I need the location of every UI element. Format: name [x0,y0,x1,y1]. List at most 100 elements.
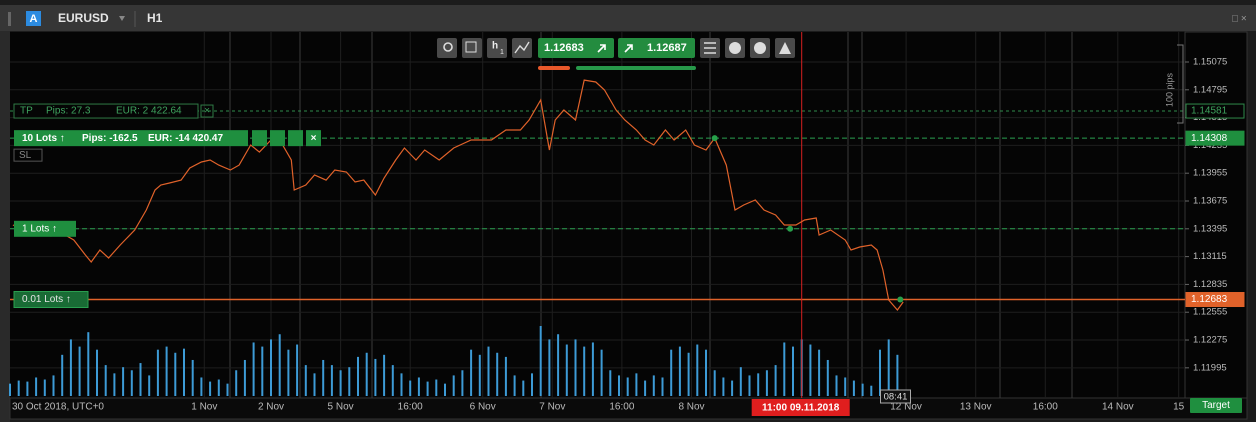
x-tick-label: 13 Nov [960,402,992,413]
account-badge-box[interactable] [26,11,41,26]
volume-bar [183,348,185,396]
time-axis [9,397,1248,420]
volume-bar [78,346,81,396]
volume-bar [374,358,377,396]
volume-bar [252,342,255,396]
volume-bar [304,365,307,396]
target-button[interactable]: Target [1202,400,1230,411]
x-tick-label: 16:00 [398,402,423,413]
volume-bar [400,373,403,396]
y-tick-label: 1.14795 [1193,84,1227,95]
volume-bar [217,379,220,396]
volume-bar [87,332,90,396]
symbol-dropdown[interactable] [119,16,125,21]
volume-bar [61,354,64,396]
volume-bar [69,339,72,396]
volume-bar [531,373,533,396]
volume-bar [626,377,629,396]
ask-price[interactable]: 1.12687 [647,42,687,54]
volume-bar [774,365,777,396]
volume-bar [635,373,638,396]
order-label-box[interactable] [13,291,89,309]
volume-bar [391,365,394,396]
position-pips: Pips: -162.5 [82,133,138,144]
volume-bar [496,352,499,396]
buy-button[interactable] [618,38,695,58]
volume-bar [461,370,464,396]
volume-bar [478,354,481,396]
target-button-box[interactable] [1190,398,1242,413]
volume-bar [713,370,716,396]
volume-bar [757,373,760,396]
sell-button[interactable] [538,38,614,58]
price-marker-box [1185,103,1245,119]
sl-label-box[interactable] [13,148,43,162]
position-label-box[interactable] [14,130,248,147]
volume-bar [313,373,316,396]
volume-bar [209,381,212,396]
volume-bar [322,359,325,396]
y-tick-label: 1.12555 [1193,307,1227,318]
position-action[interactable] [270,130,285,147]
volume-bar [670,349,673,396]
window-buttons[interactable]: □ × [1232,14,1247,25]
x-tick-label: 16:00 [609,402,634,413]
volume-bar [870,385,873,396]
y-tick-label: 1.13955 [1193,168,1227,179]
timeframe-button[interactable] [487,38,507,58]
volume-bar [661,377,664,396]
volume-bar [348,367,351,396]
volume-bar [644,380,647,396]
volume-bar [261,346,264,396]
volume-bar [287,349,290,396]
tp-close[interactable]: × [204,106,210,117]
position-action[interactable] [288,130,303,147]
price-marker-box [1185,292,1245,308]
x-tick-label: 1 Nov [191,402,217,413]
buy-arrow [624,44,633,53]
price-marker: 1.14581 [1191,106,1228,117]
position-close[interactable]: × [311,133,317,144]
volume-bar [591,342,594,396]
volume-bar [792,346,794,396]
countdown: 08:41 [884,392,908,403]
toolbar: h 1 1.12683 1.12687 [437,38,795,70]
price-line [12,79,904,311]
volume-bar [191,359,194,396]
zoom-button[interactable] [437,38,457,58]
volume-bar [887,339,890,396]
pip-ruler: 100 pips [1164,72,1174,107]
sentiment-icon [754,42,766,54]
y-tick-label: 1.11995 [1193,362,1227,373]
volume-bar [522,380,525,396]
volume-bar [852,380,855,396]
list-icon [704,42,716,54]
order-label-box[interactable] [14,220,76,237]
volume-bar [504,356,507,396]
timeframe[interactable]: H1 [147,11,163,25]
zoom-icon [443,42,453,52]
left-strip [0,31,10,422]
position-action[interactable] [252,130,267,147]
volume-bar [844,377,847,396]
account-badge[interactable]: A [30,13,38,25]
volume-bar [513,375,516,396]
chart-settings-button[interactable] [462,38,482,58]
position-close-box[interactable] [306,130,321,147]
symbol[interactable]: EURUSD [58,11,109,25]
bid-price[interactable]: 1.12683 [544,42,584,54]
volume-bar [826,359,829,396]
tp-close-box[interactable] [200,104,214,118]
volume-bar [9,383,11,396]
volume-bar [130,370,133,396]
volume-bar [600,349,603,396]
tp-label: TP [20,106,33,117]
volume-bar [574,339,577,396]
tp-label-box[interactable] [13,103,199,119]
y-tick-label: 1.12275 [1193,335,1227,346]
cursor-label-box [751,399,850,416]
x-tick-label: 14 Nov [1102,402,1134,413]
volume-bar [722,377,725,396]
social-icon [729,42,741,54]
